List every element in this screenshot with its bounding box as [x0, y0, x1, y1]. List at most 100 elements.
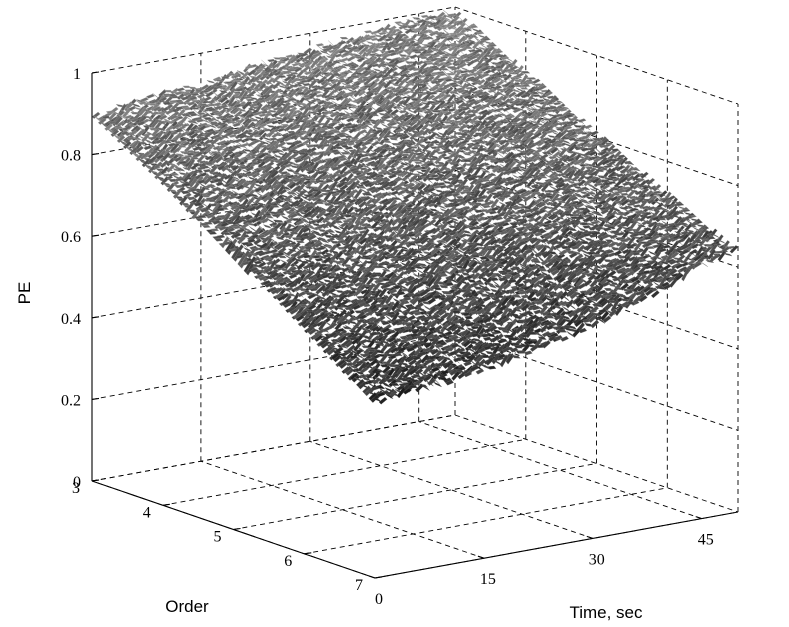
- surface-facet: [388, 43, 398, 48]
- surface-facet: [188, 96, 198, 101]
- side-wall-grid-line: [454, 6, 739, 105]
- surface-facet: [152, 106, 162, 112]
- surface-facet: [138, 106, 148, 117]
- surface-facet: [158, 96, 168, 103]
- surface-facet: [191, 107, 201, 110]
- surface-facet: [320, 61, 329, 72]
- surface-facet: [212, 76, 222, 82]
- surface-facet: [222, 202, 231, 209]
- floor-grid-line: [200, 460, 485, 559]
- surface-facet: [412, 173, 422, 177]
- side-wall-grid-line: [454, 414, 739, 513]
- surface-facet: [108, 111, 117, 121]
- surface-facet: [132, 103, 141, 108]
- surface-facet: [253, 74, 263, 82]
- surface-facet: [104, 123, 113, 131]
- surface-facet: [203, 96, 212, 102]
- surface-facet: [583, 124, 593, 129]
- surface-facet: [277, 75, 287, 78]
- surface-facet: [441, 33, 451, 37]
- surface-facet: [114, 126, 124, 130]
- surface-facet: [162, 101, 172, 105]
- surface-facet: [331, 45, 341, 51]
- surface-facet: [237, 109, 247, 112]
- surface-facet: [277, 61, 287, 64]
- surface-facet: [412, 17, 422, 20]
- surface-facet: [138, 101, 147, 105]
- surface-facet: [394, 177, 404, 183]
- surface-facet: [337, 40, 347, 46]
- surface-facet: [271, 81, 281, 90]
- surface-facet: [174, 106, 184, 110]
- surface-facet: [519, 87, 529, 90]
- surface-facet: [271, 63, 280, 69]
- surface-facet: [168, 114, 178, 121]
- surface-facet: [428, 22, 438, 26]
- back-wall-grid-line: [91, 414, 456, 482]
- surface-facet: [357, 185, 367, 189]
- surface-facet: [247, 69, 256, 77]
- surface-facet: [382, 140, 392, 144]
- surface-facet: [315, 43, 325, 47]
- surface-facet: [176, 87, 186, 92]
- surface-facet: [214, 79, 224, 82]
- surface-facet: [230, 71, 240, 80]
- surface-facet: [164, 109, 174, 115]
- surface-facet: [396, 42, 406, 47]
- surface-facet: [259, 78, 269, 87]
- surface-facet: [438, 26, 448, 30]
- surface-facet: [370, 140, 380, 147]
- surface-facet: [531, 78, 541, 85]
- surface-facet: [384, 37, 394, 42]
- surface-facet: [220, 76, 230, 79]
- surface-facet: [346, 56, 356, 62]
- surface-facet: [415, 60, 425, 66]
- surface-facet: [277, 65, 287, 72]
- floor-grid-line: [418, 421, 702, 520]
- surface-facet: [460, 139, 470, 145]
- surface-facet: [314, 257, 324, 262]
- surface-facet: [146, 93, 155, 99]
- surface-facet: [378, 31, 387, 36]
- surface-facet: [299, 52, 309, 58]
- surface-facet: [144, 115, 154, 120]
- surface-facet: [428, 15, 438, 19]
- surface-facet: [150, 111, 160, 116]
- surface-facet: [303, 60, 313, 68]
- surface-facet: [293, 66, 303, 73]
- surface-facet: [315, 65, 326, 68]
- surface-facet: [195, 218, 205, 222]
- surface-facet: [358, 38, 367, 44]
- surface-facet: [97, 117, 107, 125]
- surface-facet: [200, 90, 210, 94]
- surface-facet: [253, 88, 263, 92]
- surface-facet: [420, 37, 430, 40]
- surface-facet: [406, 26, 416, 30]
- surface-facet: [241, 75, 250, 88]
- surface-facet: [110, 129, 120, 138]
- surface-facet: [447, 24, 456, 30]
- surface-facet: [360, 45, 370, 54]
- surface-facet: [463, 27, 473, 32]
- surface-facet: [455, 196, 465, 199]
- surface-facet: [480, 73, 490, 78]
- surface-facet: [469, 25, 479, 29]
- surface-facet: [356, 57, 366, 63]
- surface-facet: [264, 215, 274, 219]
- floor-grid-line: [162, 438, 526, 506]
- surface-facet: [311, 53, 321, 58]
- surface-facet: [331, 60, 342, 64]
- surface-facet: [244, 65, 254, 70]
- surface-facet: [289, 57, 299, 64]
- surface-facet: [226, 73, 236, 77]
- surface-facet: [321, 48, 331, 52]
- surface-facet: [136, 120, 146, 126]
- surface-facet: [286, 117, 297, 121]
- floor-grid-line: [233, 463, 597, 530]
- surface-facet: [307, 49, 317, 59]
- surface-facet: [326, 67, 336, 70]
- surface-facet: [91, 111, 101, 119]
- surface-facet: [350, 45, 359, 52]
- surface-facet: [277, 255, 287, 259]
- surface: [91, 9, 739, 405]
